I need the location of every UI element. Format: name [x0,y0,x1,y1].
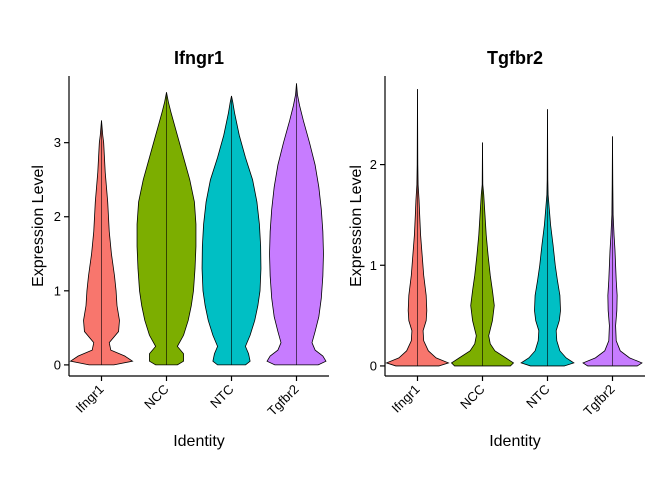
x-tick-label-ncc: NCC [141,382,172,413]
panel-title: Tgfbr2 [487,48,543,68]
y-tick-label: 3 [54,135,61,150]
panel-2: Tgfbr2 0 1 2 Ifngr1 NCC NTC Tgfbr2 Identity Expre… [348,48,645,450]
x-tick-label-ncc: NCC [457,382,488,413]
x-tick-label-ifngr1: Ifngr1 [73,382,107,416]
x-tick-label-ntc: NTC [207,382,236,411]
x-tick-label-tgfbr2: Tgfbr2 [580,382,617,419]
x-axis-title: Identity [173,433,225,450]
y-tick-label: 0 [54,357,61,372]
y-axis-title: Expression Level [348,165,365,287]
x-tick-label-tgfbr2: Tgfbr2 [264,382,301,419]
x-tick-label-ifngr1: Ifngr1 [389,382,423,416]
y-tick-label: 1 [54,283,61,298]
y-tick-label: 1 [370,258,377,273]
x-axis-title: Identity [489,433,541,450]
y-tick-label: 2 [54,209,61,224]
panel-title: Ifngr1 [174,48,224,68]
x-tick-label-ntc: NTC [523,382,552,411]
y-tick-label: 2 [370,157,377,172]
y-axis-title: Expression Level [30,165,47,287]
panel-1: Ifngr1 0 1 2 3 Ifngr1 NCC NTC Tgfbr2 Identity Expr… [30,48,329,450]
y-tick-label: 0 [370,358,377,373]
